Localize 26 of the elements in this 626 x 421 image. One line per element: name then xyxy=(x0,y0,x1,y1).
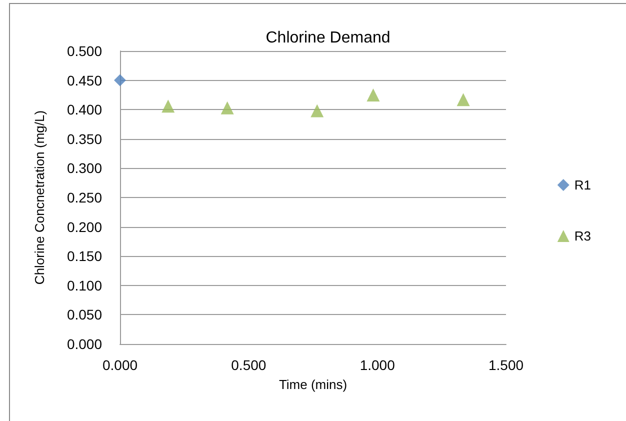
y-tick-label: 0.300 xyxy=(66,160,102,176)
y-tick-label: 0.150 xyxy=(66,248,102,264)
legend-label: R3 xyxy=(574,228,592,244)
legend-label: R1 xyxy=(574,178,592,192)
y-tick-label: 0.200 xyxy=(66,218,102,235)
point xyxy=(114,74,126,86)
point xyxy=(162,100,175,113)
y-tick-label: 0.500 xyxy=(66,43,102,59)
y-tick-label: 0.050 xyxy=(66,306,102,323)
x-axis-title: Time (mins) xyxy=(278,377,348,392)
y-tick-label: 0.350 xyxy=(66,130,102,147)
point xyxy=(366,88,380,102)
y-axis-title: Chlorine Concnetration (mg/L) xyxy=(32,110,47,285)
x-tick-label: 0.500 xyxy=(231,357,266,373)
chart-title: Chlorine Demand xyxy=(266,30,390,46)
x-tick-label: 1.000 xyxy=(360,357,396,373)
y-tick-label: 0.400 xyxy=(66,102,102,118)
x-tick-label: 1.500 xyxy=(488,357,524,373)
y-tick-label: 0.100 xyxy=(66,277,102,294)
x-tick-label: 0.000 xyxy=(102,357,138,373)
point xyxy=(456,93,470,106)
point xyxy=(310,104,324,118)
y-tick-label: 0.250 xyxy=(66,190,102,206)
y-tick-label: 0.450 xyxy=(66,72,102,88)
y-tick-label: 0.000 xyxy=(66,336,102,352)
point xyxy=(220,101,234,114)
